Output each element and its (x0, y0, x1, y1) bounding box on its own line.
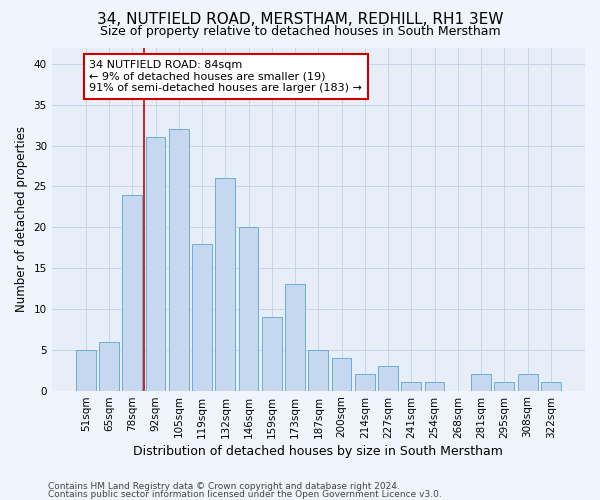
Bar (425, 382, 445, 390)
Bar (169, 129, 188, 390)
Bar (215, 178, 235, 390)
Text: Contains public sector information licensed under the Open Government Licence v3: Contains public sector information licen… (48, 490, 442, 499)
X-axis label: Distribution of detached houses by size in South Merstham: Distribution of detached houses by size … (133, 444, 503, 458)
Text: 34, NUTFIELD ROAD, MERSTHAM, REDHILL, RH1 3EW: 34, NUTFIELD ROAD, MERSTHAM, REDHILL, RH… (97, 12, 503, 26)
Bar (518, 374, 538, 390)
Bar (76, 350, 95, 391)
Bar (401, 382, 421, 390)
Text: Contains HM Land Registry data © Crown copyright and database right 2024.: Contains HM Land Registry data © Crown c… (48, 482, 400, 491)
Bar (471, 374, 491, 390)
Bar (494, 382, 514, 390)
Bar (308, 350, 328, 391)
Bar (192, 244, 212, 390)
Text: Size of property relative to detached houses in South Merstham: Size of property relative to detached ho… (100, 24, 500, 38)
Bar (239, 227, 259, 390)
Bar (332, 358, 352, 390)
Bar (541, 382, 561, 390)
Bar (99, 342, 119, 390)
Bar (355, 374, 375, 390)
Bar (146, 138, 166, 390)
Text: 34 NUTFIELD ROAD: 84sqm
← 9% of detached houses are smaller (19)
91% of semi-det: 34 NUTFIELD ROAD: 84sqm ← 9% of detached… (89, 60, 362, 93)
Bar (378, 366, 398, 390)
Bar (262, 317, 282, 390)
Bar (285, 284, 305, 391)
Bar (122, 194, 142, 390)
Y-axis label: Number of detached properties: Number of detached properties (15, 126, 28, 312)
